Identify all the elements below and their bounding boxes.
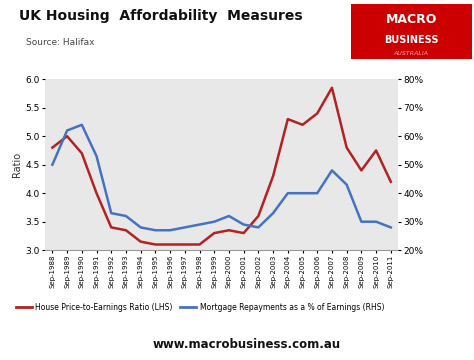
Text: Source: Halifax: Source: Halifax [26, 38, 95, 47]
Text: MACRO: MACRO [385, 13, 437, 26]
Text: AUSTRALIA: AUSTRALIA [394, 51, 428, 56]
Legend: House Price-to-Earnings Ratio (LHS), Mortgage Repayments as a % of Earnings (RHS: House Price-to-Earnings Ratio (LHS), Mor… [13, 300, 387, 315]
Text: www.macrobusiness.com.au: www.macrobusiness.com.au [153, 338, 340, 351]
Text: UK Housing  Affordability  Measures: UK Housing Affordability Measures [19, 9, 302, 23]
Y-axis label: Ratio: Ratio [12, 152, 22, 177]
Text: BUSINESS: BUSINESS [384, 35, 438, 45]
